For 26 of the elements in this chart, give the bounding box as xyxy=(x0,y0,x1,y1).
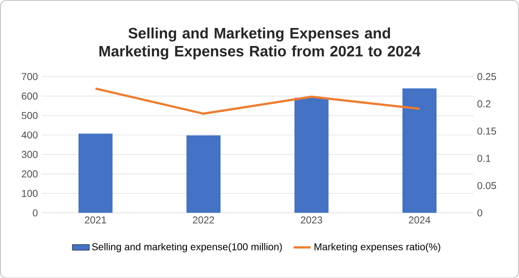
y-tick-label: 100 xyxy=(22,190,38,197)
y-tick-label: 700 xyxy=(22,72,38,80)
x-tick-label: 2024 xyxy=(408,216,430,224)
y-tick-label: 200 xyxy=(22,170,38,178)
bar xyxy=(402,88,437,213)
x-tick-label: 2023 xyxy=(300,216,322,224)
y-tick-label: 600 xyxy=(22,92,38,100)
y2-tick-label: 0.25 xyxy=(477,72,496,80)
y-tick-label: 0 xyxy=(32,209,38,216)
legend-label: Marketing expenses ratio(%) xyxy=(314,242,440,252)
y-tick-label: 300 xyxy=(22,150,38,158)
bar xyxy=(294,98,329,213)
x-tick-label: 2022 xyxy=(192,216,214,224)
bar xyxy=(186,135,221,213)
legend-label: Selling and marketing expense(100 million) xyxy=(92,242,282,252)
y2-tick-label: 0.05 xyxy=(477,182,496,189)
x-tick-label: 2021 xyxy=(84,216,106,224)
chart-title: Selling and Marketing Expenses and Marketing Expenses Ratio from 2021 to 2024 xyxy=(99,27,420,60)
y-tick-label: 400 xyxy=(22,131,38,138)
y2-tick-label: 0.15 xyxy=(477,127,496,134)
y-tick-label: 500 xyxy=(22,112,38,119)
y2-tick-label: 0 xyxy=(477,209,482,216)
y2-tick-label: 0.1 xyxy=(477,154,490,162)
line-series xyxy=(94,87,421,115)
y2-tick-label: 0.2 xyxy=(477,100,490,108)
bar xyxy=(78,133,113,213)
